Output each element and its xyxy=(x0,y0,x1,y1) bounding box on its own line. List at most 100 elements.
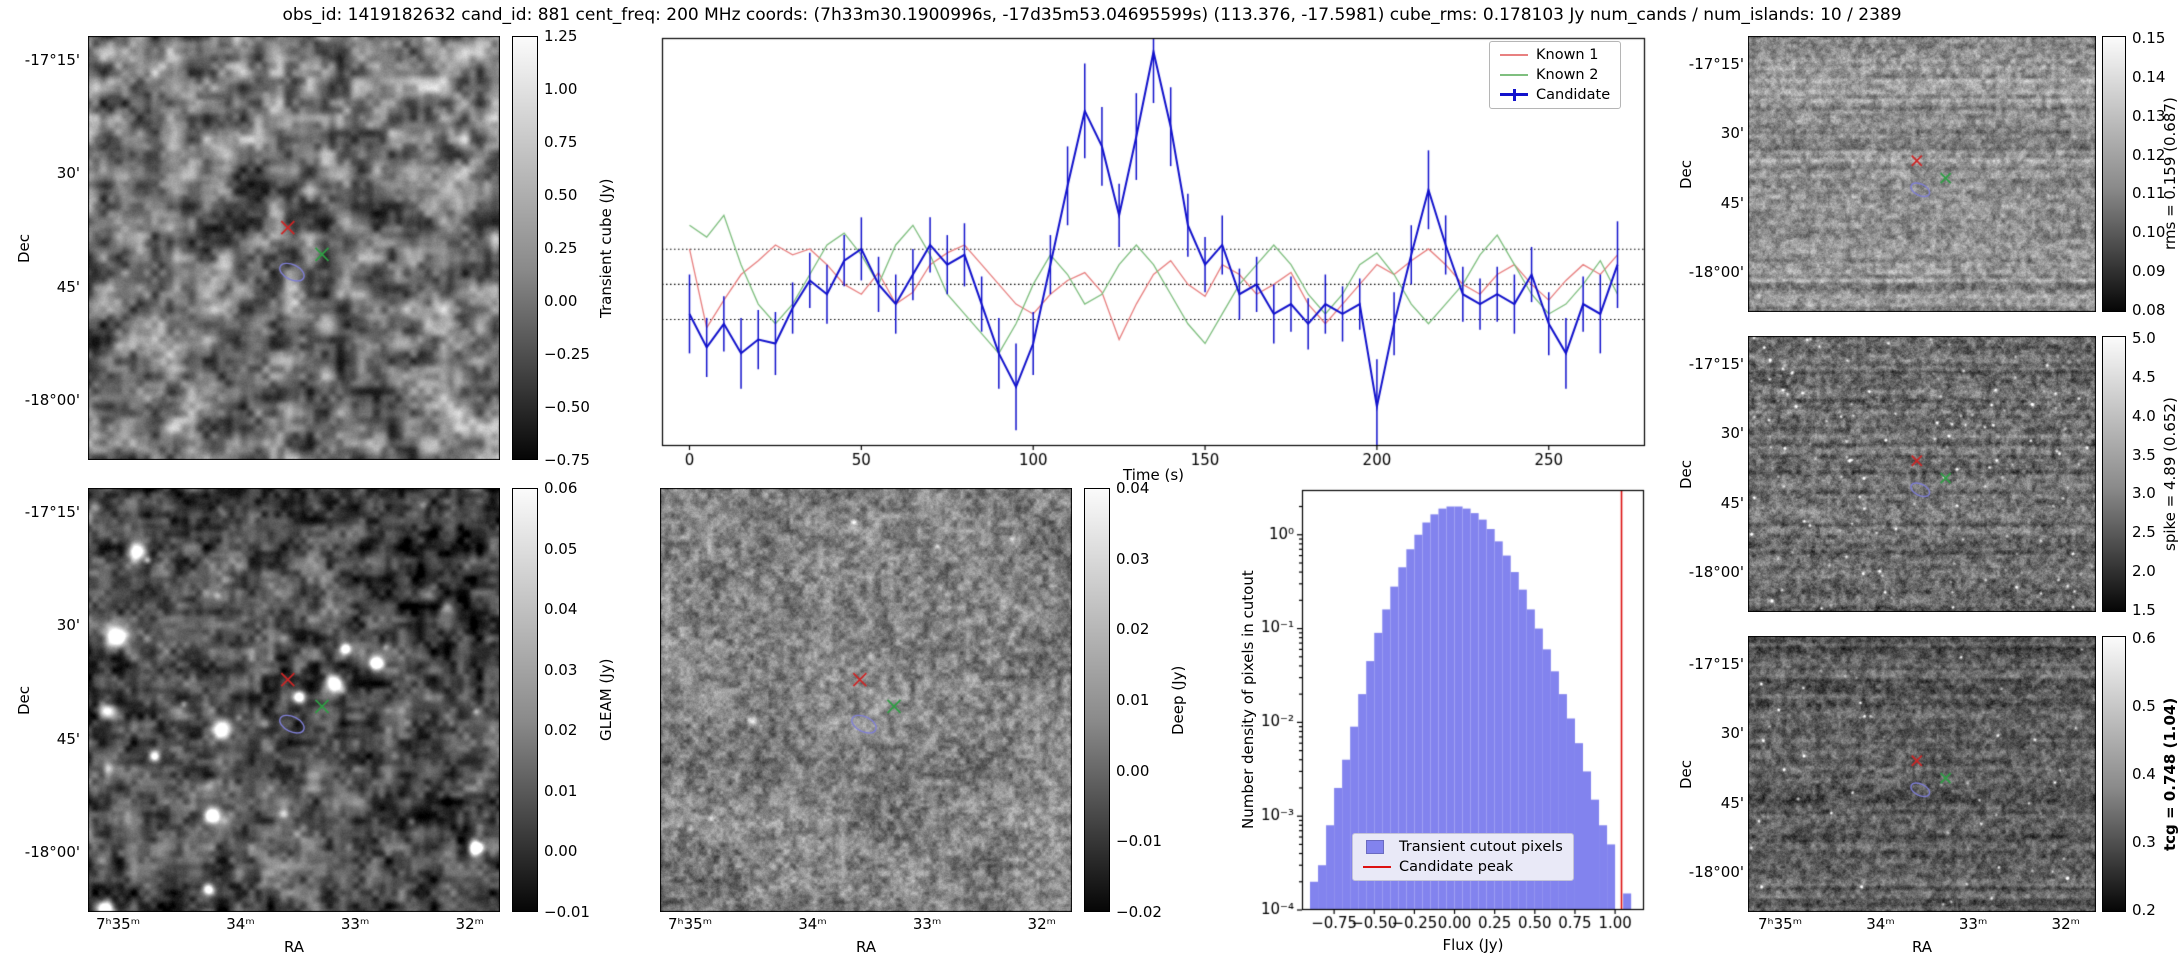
colorbar-tick-label: 0.50 xyxy=(544,186,578,204)
lightcurve-legend: Known 1 Known 2 Candidate xyxy=(1489,41,1622,109)
ra-tick-label: 7ʰ35ᵐ xyxy=(96,915,141,933)
colorbar-tick-label: 2.0 xyxy=(2132,562,2156,581)
legend-label-cutout-pixels: Transient cutout pixels xyxy=(1399,839,1563,855)
colorbar-tick-label: 0.6 xyxy=(2132,629,2156,647)
colorbar-tick-label: 1.00 xyxy=(544,80,578,98)
ra-tick-label: 7ʰ35ᵐ xyxy=(668,915,713,933)
time-axis-label: Time (s) xyxy=(1123,466,1184,484)
transient-colorbar xyxy=(512,36,538,460)
legend-item-candidate-peak: Candidate peak xyxy=(1363,859,1563,875)
gleam-ra-axis-label: RA xyxy=(283,938,305,956)
ra-tick-label: 34ᵐ xyxy=(798,915,827,933)
candidate-peak-line-swatch xyxy=(1363,860,1391,874)
colorbar-tick-label: 0.08 xyxy=(2132,300,2166,319)
colorbar-tick-label: 0.02 xyxy=(1116,620,1150,639)
dec-tick-label: -18°00' xyxy=(1688,562,1744,581)
colorbar-tick-label: 0.10 xyxy=(2132,223,2166,242)
candidate-errorbar-swatch xyxy=(1500,88,1528,102)
deep-colorbar-ticks: 0.04 0.03 0.02 0.01 0.00 −0.01 −0.02 xyxy=(1116,480,1164,920)
dec-tick-label: 45' xyxy=(1720,493,1744,512)
deep-colorbar-label: Deep (Jy) xyxy=(1169,665,1187,735)
gleam-colorbar xyxy=(512,488,538,912)
dec-tick-label: -17°15' xyxy=(1688,55,1744,73)
gleam-ra-tick-labels: 7ʰ35ᵐ 34ᵐ 33ᵐ 32ᵐ xyxy=(96,916,484,932)
rms-dec-tick-labels: -17°15' 30' 45' -18°00' xyxy=(1689,56,1744,280)
ra-tick-label: 33ᵐ xyxy=(912,915,942,933)
tcg-colorbar-ticks: 0.6 0.5 0.4 0.3 0.2 xyxy=(2132,630,2168,918)
colorbar-tick-label: 2.5 xyxy=(2132,523,2156,542)
tcg-dec-tick-labels: -17°15' 30' 45' -18°00' xyxy=(1689,656,1744,880)
colorbar-tick-label: −0.25 xyxy=(544,345,590,363)
spike-image xyxy=(1748,336,2096,612)
dec-tick-label: -17°15' xyxy=(1688,655,1744,673)
legend-label-candidate-peak: Candidate peak xyxy=(1399,859,1514,875)
histogram-y-axis-label: Number density of pixels in cutout xyxy=(1239,570,1257,830)
flux-axis-label: Flux (Jy) xyxy=(1442,936,1504,954)
colorbar-tick-label: 0.03 xyxy=(544,660,578,679)
deep-image xyxy=(660,488,1072,912)
ra-tick-label: 34ᵐ xyxy=(1866,915,1895,933)
colorbar-tick-label: −0.01 xyxy=(544,902,590,921)
dec-tick-label: 45' xyxy=(1720,793,1744,812)
colorbar-tick-label: 1.25 xyxy=(544,27,578,45)
deep-ra-axis-label: RA xyxy=(855,938,877,956)
ra-tick-label: 7ʰ35ᵐ xyxy=(1758,915,1803,933)
figure-title: obs_id: 1419182632 cand_id: 881 cent_fre… xyxy=(282,5,1902,25)
tcg-colorbar-label: tcg = 0.748 (1.04) xyxy=(2161,697,2179,851)
spike-colorbar xyxy=(2102,336,2126,612)
colorbar-tick-label: 4.5 xyxy=(2132,367,2156,386)
dec-tick-label: 30' xyxy=(1720,124,1744,143)
dec-tick-label: -18°00' xyxy=(24,390,80,409)
colorbar-tick-label: 0.09 xyxy=(2132,262,2166,281)
ra-tick-label: 34ᵐ xyxy=(226,915,255,933)
dec-tick-label: -17°15' xyxy=(24,51,80,69)
colorbar-tick-label: −0.02 xyxy=(1116,902,1162,921)
colorbar-tick-label: 0.00 xyxy=(1116,761,1150,780)
legend-item-cutout-pixels: Transient cutout pixels xyxy=(1363,839,1563,855)
histogram-legend: Transient cutout pixels Candidate peak xyxy=(1352,833,1574,881)
tcg-ra-tick-labels: 7ʰ35ᵐ 34ᵐ 33ᵐ 32ᵐ xyxy=(1758,916,2080,932)
legend-label-candidate: Candidate xyxy=(1536,87,1611,103)
colorbar-tick-label: 0.14 xyxy=(2132,67,2166,86)
legend-label-known2: Known 2 xyxy=(1536,67,1599,83)
spike-colorbar-label: spike = 4.89 (0.652) xyxy=(2161,397,2179,551)
colorbar-tick-label: 0.2 xyxy=(2132,901,2156,919)
ra-tick-label: 32ᵐ xyxy=(1027,915,1056,933)
gleam-image xyxy=(88,488,500,912)
colorbar-tick-label: 0.15 xyxy=(2132,29,2166,47)
colorbar-tick-label: 0.05 xyxy=(544,539,578,558)
colorbar-tick-label: 0.13 xyxy=(2132,106,2166,125)
ra-tick-label: 33ᵐ xyxy=(1958,915,1988,933)
dec-tick-label: 45' xyxy=(56,729,80,748)
legend-item-known1: Known 1 xyxy=(1500,47,1610,63)
rms-colorbar-label: rms = 0.159 (0.687) xyxy=(2161,97,2179,251)
colorbar-tick-label: 0.06 xyxy=(544,479,578,497)
colorbar-tick-label: 0.03 xyxy=(1116,549,1150,568)
colorbar-tick-label: 0.11 xyxy=(2132,184,2166,203)
transient-dec-tick-labels: -17°15' 30' 45' -18°00' xyxy=(24,52,80,408)
dec-tick-label: 45' xyxy=(56,277,80,296)
deep-ra-tick-labels: 7ʰ35ᵐ 34ᵐ 33ᵐ 32ᵐ xyxy=(668,916,1056,932)
legend-label-known1: Known 1 xyxy=(1536,47,1599,63)
colorbar-tick-label: 3.5 xyxy=(2132,445,2156,464)
tcg-ra-axis-label: RA xyxy=(1911,938,1933,956)
colorbar-tick-label: −0.75 xyxy=(544,451,590,469)
dec-tick-label: -17°15' xyxy=(1688,355,1744,373)
cutout-pixels-patch-swatch xyxy=(1363,840,1391,854)
gleam-colorbar-label: GLEAM (Jy) xyxy=(597,658,615,742)
colorbar-tick-label: 0.5 xyxy=(2132,697,2156,715)
colorbar-tick-label: 0.75 xyxy=(544,133,578,151)
colorbar-tick-label: −0.50 xyxy=(544,398,590,416)
tcg-colorbar xyxy=(2102,636,2126,912)
gleam-dec-tick-labels: -17°15' 30' 45' -18°00' xyxy=(24,504,80,860)
transient-colorbar-label: Transient cube (Jy) xyxy=(597,178,615,318)
dec-tick-label: 30' xyxy=(1720,424,1744,443)
colorbar-tick-label: 0.01 xyxy=(544,781,578,800)
rms-colorbar-ticks: 0.15 0.14 0.13 0.12 0.11 0.10 0.09 0.08 xyxy=(2132,30,2168,318)
colorbar-tick-label: 1.5 xyxy=(2132,600,2156,619)
rms-colorbar xyxy=(2102,36,2126,312)
dec-tick-label: 30' xyxy=(56,616,80,635)
ra-tick-label: 32ᵐ xyxy=(2051,915,2080,933)
colorbar-tick-label: −0.01 xyxy=(1116,832,1162,851)
